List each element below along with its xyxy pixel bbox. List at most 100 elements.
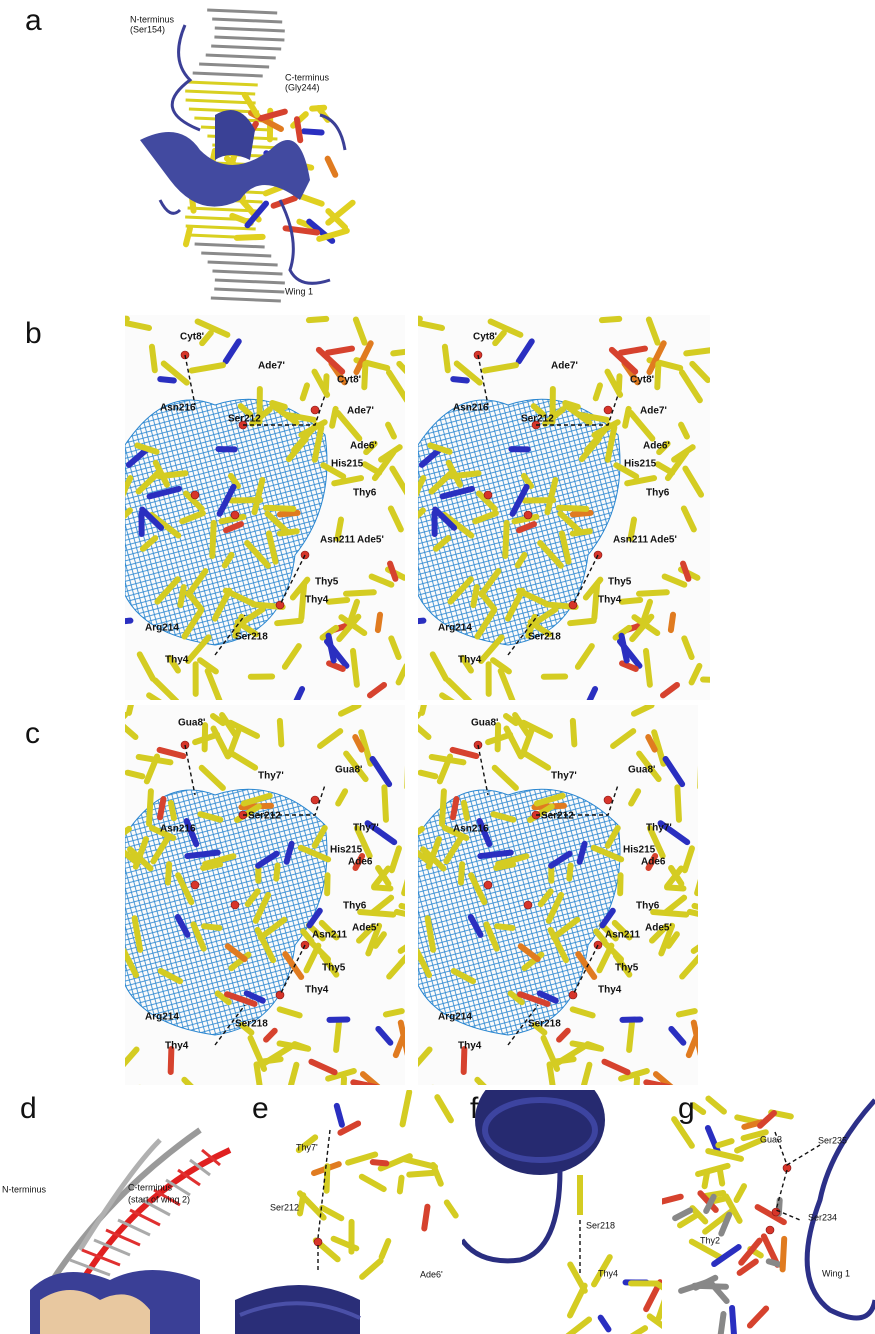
residue-label: C-terminus xyxy=(128,1182,173,1192)
stick xyxy=(708,1099,724,1112)
stick xyxy=(750,1308,766,1325)
residue-label: Ade5' xyxy=(352,923,379,934)
stick xyxy=(413,489,418,501)
residue-label: Thy5 xyxy=(615,963,639,974)
stick xyxy=(105,621,130,623)
panel-image xyxy=(462,1065,678,1334)
residue-label: Ade7' xyxy=(258,361,285,372)
stick xyxy=(625,409,628,426)
stick xyxy=(602,319,619,320)
residue-label: Thy6 xyxy=(646,488,670,499)
stick xyxy=(623,1328,645,1334)
stick xyxy=(433,1088,466,1091)
stick xyxy=(769,1261,782,1265)
residue-label: Gua8' xyxy=(471,718,498,729)
residue-label: Ade6 xyxy=(641,857,666,868)
stick xyxy=(408,318,420,319)
stick xyxy=(573,513,591,515)
residue-label: Ade7' xyxy=(551,361,578,372)
stick xyxy=(261,112,285,119)
panel-image xyxy=(401,686,718,1101)
stick xyxy=(266,508,293,509)
stick xyxy=(679,1011,695,1014)
residue-label: Thy4 xyxy=(165,655,189,666)
residue-label: Ade6' xyxy=(420,1269,443,1279)
residue-label: Cyt8' xyxy=(473,332,497,343)
base-pair xyxy=(212,19,282,22)
stick xyxy=(277,621,301,623)
stick xyxy=(332,409,335,426)
stick xyxy=(480,853,510,856)
stick xyxy=(497,926,512,928)
water xyxy=(604,406,612,414)
stick xyxy=(152,347,155,371)
stick xyxy=(160,799,163,817)
stick xyxy=(636,1078,637,1096)
stick xyxy=(697,871,703,893)
residue-label: Thy6 xyxy=(353,488,377,499)
stick xyxy=(736,1186,744,1200)
residue-label: Thy4 xyxy=(458,655,482,666)
stick xyxy=(653,912,686,915)
panel-letter: f xyxy=(470,1092,479,1125)
stick xyxy=(327,1166,328,1190)
stick xyxy=(594,585,597,618)
residue-label: N-terminus xyxy=(2,1184,47,1194)
stick xyxy=(705,1174,707,1186)
stick xyxy=(496,864,513,868)
stick xyxy=(336,1021,339,1050)
stick xyxy=(328,349,352,353)
stick xyxy=(437,1097,451,1120)
water xyxy=(311,796,319,804)
residue-label: Ade6' xyxy=(350,441,377,452)
stick xyxy=(128,773,143,777)
residue-label: Asn216 xyxy=(453,824,489,835)
base-pair xyxy=(206,55,276,58)
base-pair xyxy=(207,10,277,13)
stick xyxy=(694,1286,726,1287)
stick xyxy=(639,592,667,594)
residue-label: Ade6 xyxy=(348,857,373,868)
stick xyxy=(621,349,645,353)
panel-letter: a xyxy=(25,4,42,37)
stick xyxy=(115,318,127,319)
residue-label: Asn211 xyxy=(613,535,648,546)
panel-image xyxy=(140,10,353,301)
residue-label: Ade5' xyxy=(650,535,677,546)
stick xyxy=(343,1078,344,1096)
stick xyxy=(140,1088,173,1091)
stick xyxy=(677,787,679,819)
stick xyxy=(629,1021,632,1050)
residue-label: C-terminus xyxy=(285,72,330,82)
residue-label: Thy6 xyxy=(343,901,367,912)
stick xyxy=(280,721,281,744)
residue-label: Thy4 xyxy=(305,595,329,606)
stick xyxy=(326,376,327,389)
stick xyxy=(596,385,600,398)
stick xyxy=(274,198,295,206)
stick xyxy=(569,866,570,879)
stick xyxy=(168,864,169,882)
base-pair xyxy=(214,37,284,40)
base-pair xyxy=(188,82,258,85)
water xyxy=(191,881,199,889)
water xyxy=(569,991,577,999)
stick xyxy=(650,1316,677,1334)
stick xyxy=(400,1178,402,1192)
loop xyxy=(462,1170,560,1261)
stick xyxy=(720,1169,722,1183)
residue-label: Thy5 xyxy=(322,963,346,974)
residue-label: Cyt8' xyxy=(337,375,361,386)
residue-label: N-terminus xyxy=(130,14,175,24)
stick xyxy=(693,1105,703,1112)
residue-label: Thy4 xyxy=(458,1041,482,1052)
stick xyxy=(447,1202,456,1215)
stick xyxy=(203,864,220,868)
stick xyxy=(659,1297,666,1318)
water xyxy=(772,1208,780,1216)
residue-label: Ser212 xyxy=(248,811,281,822)
stick xyxy=(671,615,673,630)
residue-label: Thy2 xyxy=(700,1235,720,1245)
residue-label: Thy7' xyxy=(296,1142,318,1152)
stick xyxy=(403,1092,410,1124)
